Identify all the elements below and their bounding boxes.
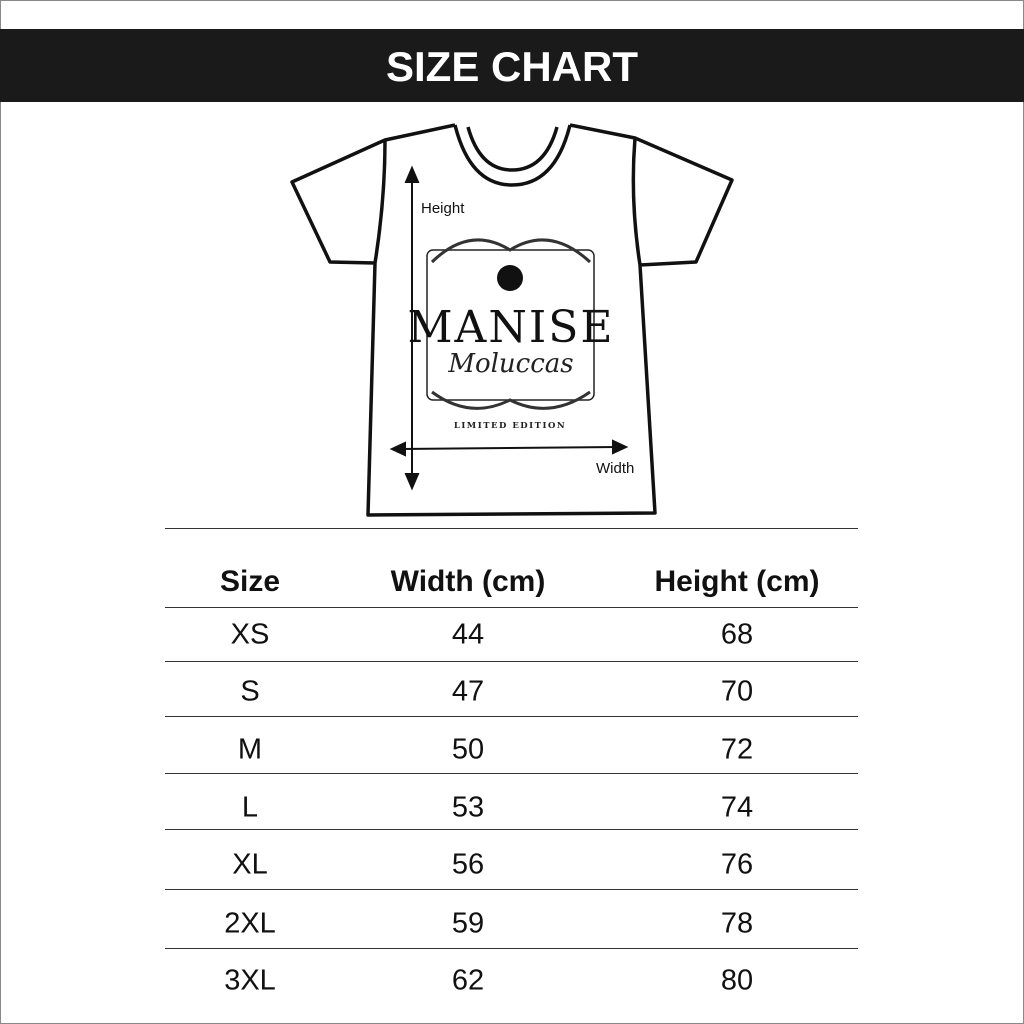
cell-size: XS xyxy=(230,618,270,651)
divider xyxy=(165,607,858,608)
header-height: Height (cm) xyxy=(654,565,820,598)
cell-size: 3XL xyxy=(224,964,276,997)
divider xyxy=(165,773,858,774)
cell-size: S xyxy=(240,675,260,708)
cell-size: M xyxy=(237,733,263,766)
arrow-up-icon xyxy=(404,165,420,183)
cell-width: 53 xyxy=(451,791,485,824)
divider xyxy=(165,829,858,830)
svg-text:Moluccas: Moluccas xyxy=(447,349,573,379)
cell-size: 2XL xyxy=(224,907,276,940)
cell-width: 56 xyxy=(451,848,485,881)
svg-text:MANISE: MANISE xyxy=(408,302,615,353)
arrow-right-icon xyxy=(612,439,629,455)
cell-height: 80 xyxy=(720,964,754,997)
tshirt-outline xyxy=(290,123,734,517)
cell-size: XL xyxy=(232,848,268,881)
divider xyxy=(165,661,858,662)
cell-height: 68 xyxy=(720,618,754,651)
arrow-down-icon xyxy=(404,473,420,491)
cell-height: 78 xyxy=(720,907,754,940)
cell-width: 62 xyxy=(451,964,485,997)
cell-size: L xyxy=(241,791,259,824)
width-arrow xyxy=(389,439,629,457)
page-title: SIZE CHART xyxy=(0,29,1024,102)
header-width: Width (cm) xyxy=(390,565,546,598)
cell-height: 72 xyxy=(720,733,754,766)
print-graphic: MANISE Moluccas LIMITED EDITION xyxy=(408,238,615,431)
cell-width: 59 xyxy=(451,907,485,940)
cell-height: 74 xyxy=(720,791,754,824)
height-label: Height xyxy=(421,200,465,217)
divider xyxy=(165,889,858,890)
width-label: Width xyxy=(596,460,634,477)
tshirt-collar xyxy=(453,124,572,187)
cell-width: 44 xyxy=(451,618,485,651)
cell-width: 50 xyxy=(451,733,485,766)
arrow-left-icon xyxy=(389,441,406,457)
divider xyxy=(165,528,858,529)
cell-width: 47 xyxy=(451,675,485,708)
cell-height: 76 xyxy=(720,848,754,881)
divider xyxy=(165,716,858,717)
svg-text:LIMITED EDITION: LIMITED EDITION xyxy=(454,421,566,431)
brand-logo-icon xyxy=(497,265,523,291)
header-size: Size xyxy=(219,565,281,598)
divider xyxy=(165,948,858,949)
height-arrow xyxy=(404,165,420,491)
cell-height: 70 xyxy=(720,675,754,708)
